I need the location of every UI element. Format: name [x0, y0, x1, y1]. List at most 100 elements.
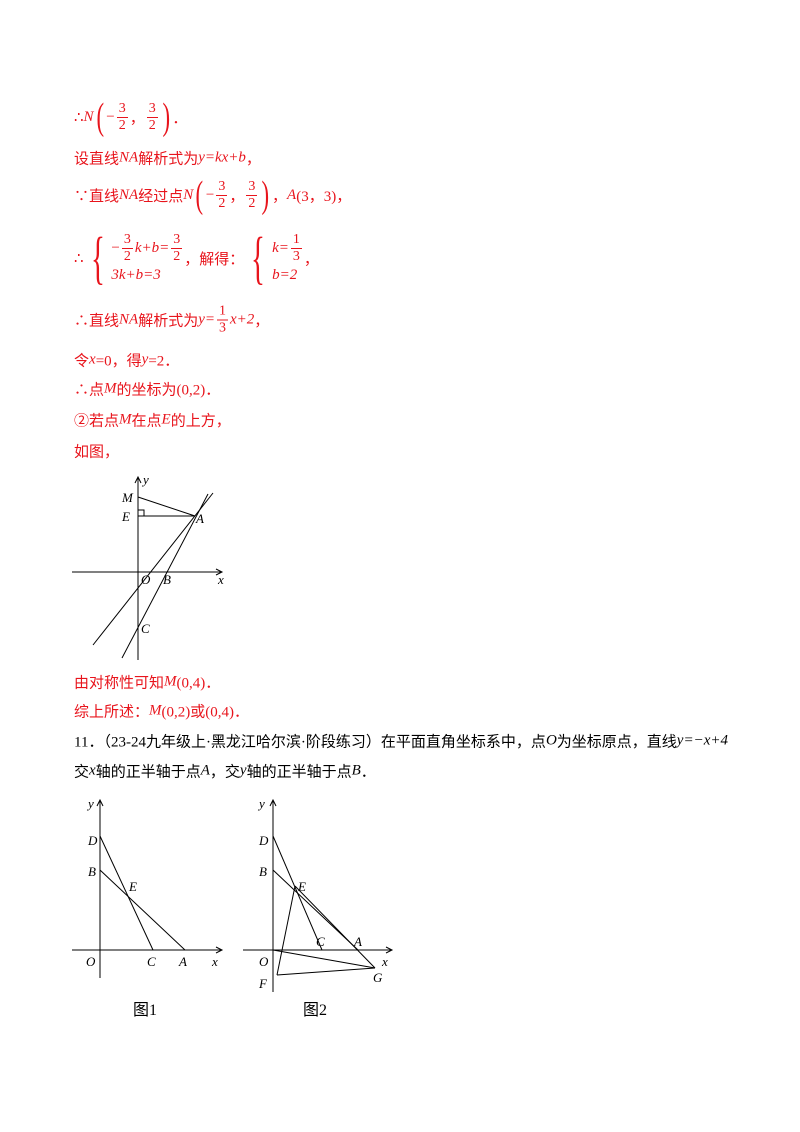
right-angle: [138, 509, 145, 516]
figure-label: y: [257, 796, 265, 811]
figure-label: C: [141, 621, 150, 636]
denominator: 2: [123, 249, 131, 264]
figure-label: O: [141, 572, 151, 587]
math: N: [183, 186, 194, 203]
row: 3k+b=3: [111, 267, 184, 284]
figure-label: 图1: [133, 1002, 157, 1019]
figure-label: A: [353, 934, 362, 949]
math: x: [89, 351, 96, 368]
numerator: 3: [171, 232, 183, 249]
denominator: 2: [173, 249, 181, 264]
figure-label: O: [86, 954, 96, 969]
denominator: 2: [148, 117, 156, 133]
math: E: [161, 411, 171, 428]
text: −: [205, 186, 215, 203]
system: {k= 1 3 b=2: [244, 229, 304, 287]
text: −: [111, 240, 120, 256]
line: [276, 885, 296, 976]
paren: ): [162, 96, 170, 138]
text: 令: [74, 353, 90, 370]
brace: {: [90, 225, 105, 290]
text-line: 由对称性可知 M (0,4)．: [74, 672, 220, 693]
text: ∴: [74, 250, 84, 267]
arrow: [215, 946, 224, 954]
math: y: [141, 351, 149, 368]
numerator: 1: [216, 303, 228, 321]
figure-label: G: [373, 970, 383, 985]
arrow: [269, 798, 277, 807]
numerator: 3: [246, 178, 258, 196]
text: 交: [74, 764, 90, 781]
text: ，: [303, 251, 319, 268]
text: 综上所述：: [74, 704, 150, 721]
text: (3，3)，: [296, 188, 352, 205]
figure-label: B: [88, 864, 96, 879]
math: A: [200, 762, 210, 779]
paren: (: [195, 174, 204, 216]
text: 为坐标原点，直线: [556, 734, 677, 751]
figure-label: D: [87, 833, 98, 848]
paren: ): [261, 174, 270, 216]
row: k= 1 3: [272, 232, 304, 265]
arrow: [134, 475, 142, 484]
text: ∴点: [74, 382, 105, 399]
figure-label: 图2: [303, 1002, 327, 1019]
math: A: [287, 186, 297, 203]
math: y=−x+4: [676, 732, 728, 749]
text-line: ∴点 M 的坐标为(0,2)．: [74, 379, 220, 400]
text: (0,2)或(0,4)．: [161, 704, 249, 721]
row: −3 2 k+b= 3 2: [111, 232, 184, 265]
arrow: [215, 568, 224, 576]
numerator: 3: [146, 100, 158, 118]
text: 的上方，: [170, 413, 231, 430]
text: ，: [272, 188, 288, 205]
rows: −3 2 k+b= 3 2 3k+b=3: [111, 232, 184, 284]
math: O: [545, 732, 557, 749]
line: [121, 493, 209, 659]
text: ②若点: [74, 413, 120, 430]
math: N: [83, 108, 94, 125]
figure-label: y: [86, 796, 94, 811]
math: M: [119, 411, 132, 428]
math: B: [351, 762, 361, 779]
figure-label: C: [147, 954, 156, 969]
text: ，: [254, 313, 270, 330]
math: x: [89, 762, 96, 779]
numerator: 1: [290, 232, 302, 249]
figure-label: x: [211, 954, 218, 969]
text: 经过点: [138, 188, 184, 205]
math: M: [104, 380, 117, 397]
math: 3k+b=3: [111, 267, 161, 283]
figure-label: x: [217, 572, 224, 587]
text-line: 综上所述： M (0,2)或(0,4)．: [74, 701, 249, 722]
denominator: 2: [248, 195, 256, 211]
text: ，交: [209, 764, 240, 781]
text-line: ∵直线 NA 经过点 N(−3 2， 3 2)， A (3，3)，: [74, 176, 351, 214]
paren: (: [96, 96, 104, 138]
text: =2．: [148, 353, 180, 370]
figure-label: B: [163, 572, 171, 587]
figure-label: x: [381, 954, 388, 969]
text: ∵直线: [74, 188, 120, 205]
text: 轴的正半轴于点: [95, 764, 201, 781]
text: 解析式为: [138, 151, 199, 168]
denominator: 3: [218, 320, 226, 336]
arrow: [96, 798, 104, 807]
figure-label: y: [141, 472, 149, 487]
text: 11．（23-24九年级上·黑龙江哈尔滨·阶段练习）在平面直角坐标系中，点: [74, 734, 546, 751]
text: ∴直线: [74, 313, 120, 330]
arrow: [385, 946, 394, 954]
text-line: ∴{−3 2 k+b= 3 2 3k+b=3 ，解得：{k= 1 3 b=2，: [74, 229, 319, 287]
text-line: 交 x 轴的正半轴于点 A ，交 y 轴的正半轴于点 B ．: [74, 761, 376, 782]
text-line: 设直线 NA 解析式为 y=kx+b，: [74, 148, 261, 169]
text-line: ∴ N(−3 2， 3 2) ．: [74, 98, 187, 136]
figure-label: E: [297, 879, 306, 894]
figure-label: D: [258, 833, 269, 848]
